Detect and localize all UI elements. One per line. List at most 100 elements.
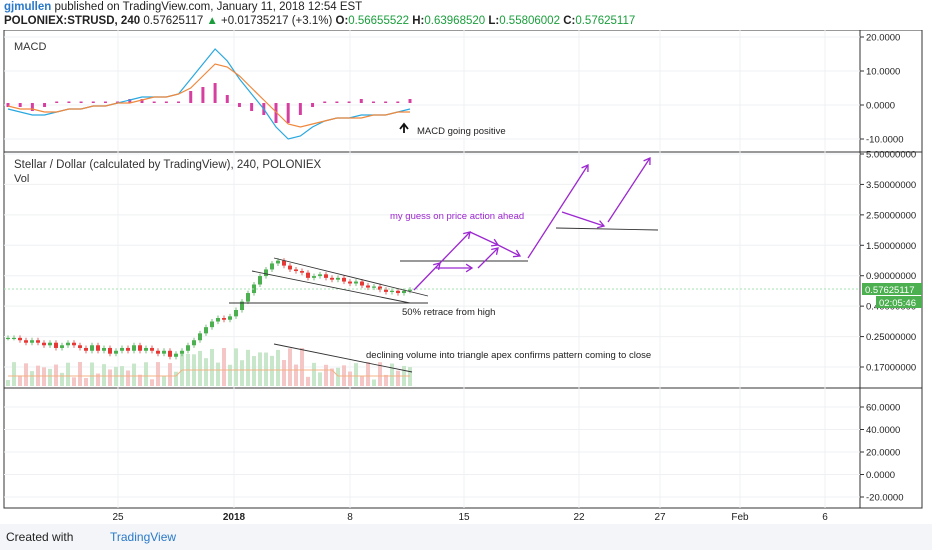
candle-body	[162, 350, 166, 354]
macd-histogram-bar	[408, 99, 412, 103]
candle-body	[360, 281, 364, 286]
lower-tick-label: 60.0000	[866, 403, 900, 414]
volume-bar	[234, 348, 238, 386]
price-tick-label: 1.50000000	[866, 241, 916, 252]
publish-header: gjmullen published on TradingView.com, J…	[4, 1, 362, 14]
volume-bar	[162, 376, 166, 386]
candle-body	[54, 342, 58, 348]
macd-histogram-bar	[140, 99, 144, 103]
volume-bar	[6, 380, 10, 386]
candle-body	[378, 286, 382, 290]
candle-body	[198, 333, 202, 341]
projection-arrow-segment	[527, 164, 589, 259]
lower-tick-label: 40.0000	[866, 425, 900, 436]
time-axis-ticks: 25 2018 8 15 22 27 Feb 6	[112, 512, 828, 523]
chart-frame	[3, 30, 923, 509]
volume-bar	[72, 377, 76, 386]
price-axis-ticks: 5.00000000 3.50000000 2.50000000 1.50000000…	[860, 150, 916, 374]
price-tick-label: 0.25000000	[866, 332, 916, 343]
volume-bar	[348, 371, 352, 386]
arrow-head-icon	[491, 247, 499, 255]
candle-body	[318, 274, 322, 277]
candle-body	[174, 353, 178, 357]
last-price-tag	[862, 283, 922, 295]
chart-grid	[4, 30, 860, 508]
macd-histogram-bar	[396, 101, 400, 103]
candle-body	[348, 281, 352, 284]
volume-bar	[156, 362, 160, 386]
projection-arrow-segment	[497, 244, 521, 257]
candle-body	[132, 345, 136, 351]
symbol-label: POLONIEX:STRUSD, 240	[4, 15, 141, 27]
candle-body	[366, 285, 370, 288]
volume-bar	[54, 364, 58, 386]
last-price-tag-text: 0.57625117	[865, 285, 915, 296]
change-arrow-icon: ▲	[206, 15, 218, 27]
price-change: +0.01735217 (+3.1%)	[221, 15, 333, 27]
projection-arrows	[413, 156, 651, 291]
macd-histogram-bar	[189, 91, 193, 103]
volume-bar	[108, 369, 112, 386]
candle-body	[168, 350, 172, 357]
price-pane-title: Stellar / Dollar (calculated by TradingV…	[14, 159, 322, 171]
macd-histogram-bar	[43, 103, 47, 107]
projection-arrow-segment	[477, 247, 499, 269]
time-tick-label: 25	[112, 512, 124, 523]
lower-tick-label: 0.0000	[866, 470, 895, 481]
volume-bar	[330, 368, 334, 386]
low-label: L:	[488, 15, 500, 27]
upper-trendline	[273, 257, 429, 297]
volume-bar	[90, 362, 94, 386]
candle-body	[126, 347, 130, 351]
volume-bar	[18, 375, 22, 386]
arrow-head-icon	[465, 263, 474, 273]
arrow-head-icon	[597, 220, 606, 229]
author-link[interactable]: gjmullen	[4, 1, 52, 13]
triangle-trendlines	[229, 227, 659, 373]
lower-tick-label: -20.0000	[866, 493, 904, 504]
candle-body	[396, 290, 400, 294]
candle-body	[294, 269, 298, 272]
macd-histogram-bar	[250, 103, 254, 111]
volume-trendline	[273, 343, 413, 373]
projection-arrow-segment	[561, 211, 605, 227]
candle-body	[108, 347, 112, 354]
volume-bar	[324, 364, 328, 386]
volume-bar	[372, 379, 376, 386]
macd-histogram-bar	[311, 103, 315, 107]
volume-bar	[312, 362, 316, 386]
arrow-head-icon	[581, 163, 589, 173]
macd-histogram-bar	[177, 101, 181, 103]
volume-bar	[222, 348, 226, 386]
volume-bar	[258, 352, 262, 386]
candle-body	[240, 301, 244, 311]
chart-area[interactable]: MACD 20.0000 10.0000 0.0000 -10.0000 MACD g…	[0, 30, 932, 524]
candle-body	[390, 290, 394, 292]
volume-bar	[228, 364, 232, 386]
volume-bar	[126, 370, 130, 386]
candle-body	[12, 337, 16, 340]
open-label: O:	[335, 15, 349, 27]
time-tick-label: 22	[573, 512, 585, 523]
volume-bar	[30, 371, 34, 386]
volume-bar	[216, 362, 220, 386]
projection-arrow-segment	[439, 231, 471, 264]
target-line	[555, 227, 659, 231]
volume-bar	[300, 348, 304, 386]
macd-histogram-bar	[116, 101, 120, 103]
macd-tick-label: 0.0000	[866, 101, 895, 112]
candle-body	[102, 347, 106, 351]
candle-body	[336, 277, 340, 280]
candle-body	[84, 347, 88, 351]
candle-body	[264, 269, 268, 277]
candlesticks	[6, 258, 412, 360]
high-value: 0.63968520	[424, 15, 486, 27]
tradingview-logo[interactable]: TradingView	[110, 530, 177, 544]
candle-body	[246, 293, 250, 302]
arrow-head-icon	[643, 156, 651, 166]
price-tick-label: 0.17000000	[866, 363, 916, 374]
time-tick-label: Feb	[731, 512, 749, 523]
arrow-head-icon	[512, 249, 522, 258]
macd-tick-label: 20.0000	[866, 33, 900, 44]
candle-body	[282, 260, 286, 266]
